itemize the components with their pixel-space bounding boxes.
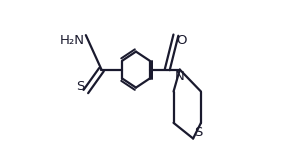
Text: S: S [76, 80, 84, 93]
Text: S: S [194, 126, 202, 139]
Text: H₂N: H₂N [59, 34, 84, 47]
Text: N: N [175, 70, 185, 83]
Text: O: O [177, 34, 187, 47]
